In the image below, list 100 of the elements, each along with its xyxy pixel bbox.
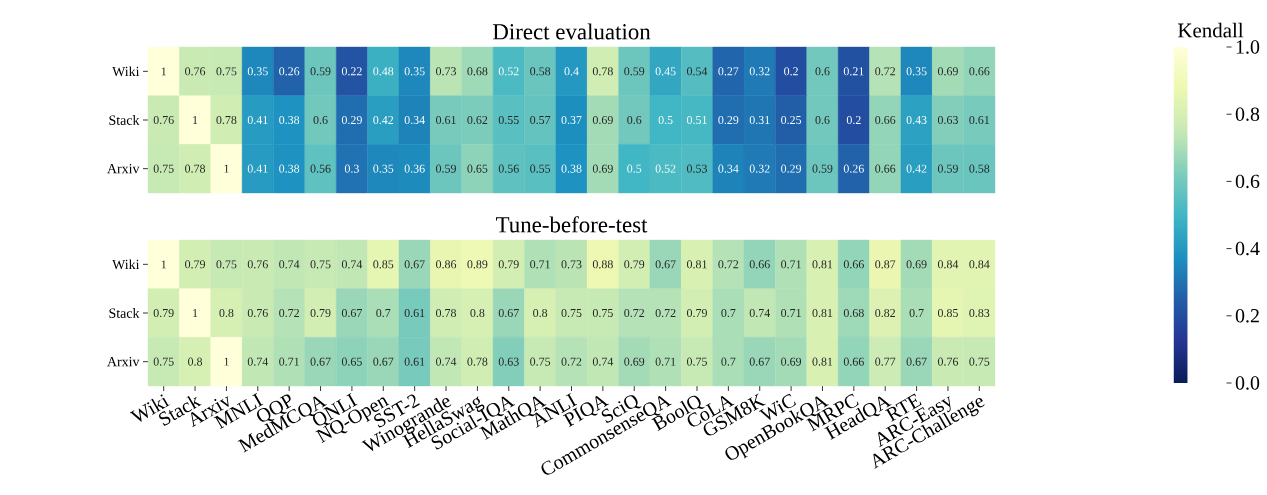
data-label: 0.76: [153, 115, 174, 125]
color-bar-label: 1.0: [1236, 40, 1260, 54]
data-label: 0.2: [846, 115, 861, 125]
data-label: 0.36: [404, 164, 425, 173]
data-label: 0.81: [812, 308, 833, 318]
data-label: 0.8: [470, 308, 485, 318]
data-label: 0.61: [404, 357, 425, 366]
data-label: 0.59: [624, 67, 645, 76]
data-label: 0.32: [749, 164, 770, 173]
data-label: 0.67: [404, 260, 425, 269]
data-label: 1: [224, 357, 229, 366]
data-label: 0.81: [686, 260, 707, 269]
data-label: 0.27: [718, 67, 739, 76]
data-label: 0.69: [592, 164, 613, 173]
data-label: 0.72: [561, 357, 582, 366]
data-label: 0.41: [247, 164, 268, 173]
data-label: 0.8: [219, 308, 234, 318]
data-label: 1: [193, 309, 198, 317]
data-label: 0.35: [373, 164, 394, 173]
data-label: 0.76: [247, 308, 268, 318]
data-label: 0.87: [875, 260, 896, 269]
data-label: 0.69: [592, 115, 613, 125]
data-label: 0.38: [279, 115, 300, 125]
data-label: 0.71: [530, 260, 550, 269]
data-label: 0.32: [749, 67, 770, 76]
data-label: 0.88: [592, 260, 613, 269]
data-label: 0.35: [404, 67, 425, 76]
data-label: 0.22: [341, 67, 362, 76]
data-label: 0.58: [969, 164, 990, 173]
data-label: 0.69: [906, 260, 927, 269]
data-label: 0.34: [404, 115, 425, 125]
data-label: 0.79: [686, 308, 707, 318]
data-label: 0.78: [185, 164, 206, 173]
data-label: 0.77: [875, 357, 896, 366]
data-label: 0.86: [436, 260, 457, 269]
data-label: 0.74: [247, 357, 269, 366]
data-label: 0.66: [749, 260, 770, 269]
data-label: 0.69: [781, 357, 802, 366]
data-label: 0.79: [498, 260, 519, 269]
data-label: 0.61: [969, 115, 990, 125]
data-label: 0.71: [781, 260, 801, 269]
data-label: 0.26: [843, 164, 864, 173]
data-label: 0.31: [749, 115, 770, 125]
data-label: 0.79: [185, 260, 206, 269]
data-label: 0.79: [624, 260, 645, 269]
data-label: 0.76: [185, 67, 206, 76]
data-label: 0.59: [812, 164, 833, 173]
color-bar-label: 0.0: [1235, 376, 1260, 390]
data-label: 0.37: [561, 115, 582, 125]
chart-title: Direct evaluation: [492, 23, 651, 40]
data-label: 0.71: [279, 357, 299, 366]
data-label: 0.4: [564, 67, 579, 76]
data-label: 0.54: [686, 67, 708, 76]
data-label: 0.8: [188, 357, 203, 366]
data-label: 0.72: [718, 260, 739, 269]
color-bar-title: Kendall: [1178, 22, 1244, 38]
data-label: 0.55: [530, 164, 551, 173]
data-label: 0.84: [969, 260, 990, 269]
data-label: 0.35: [247, 67, 268, 76]
data-label: 0.75: [153, 164, 174, 173]
data-label: 0.43: [906, 115, 927, 125]
data-label: 0.82: [875, 308, 896, 318]
data-label: 0.67: [655, 260, 676, 269]
data-label: 0.72: [624, 308, 645, 318]
data-label: 0.81: [812, 260, 833, 269]
data-label: 0.5: [658, 115, 673, 125]
data-label: 0.61: [436, 115, 456, 125]
data-label: 0.75: [153, 357, 174, 366]
data-label: 0.66: [969, 67, 990, 76]
data-label: 0.48: [373, 67, 394, 76]
data-label: 0.67: [310, 357, 331, 366]
data-label: 0.34: [718, 164, 739, 173]
data-label: 0.74: [749, 308, 771, 318]
data-label: 0.75: [686, 357, 707, 366]
data-label: 0.76: [937, 357, 959, 366]
data-label: 0.61: [404, 308, 425, 318]
data-label: 0.76: [247, 260, 268, 269]
data-label: 0.78: [216, 115, 237, 125]
data-label: 0.29: [781, 164, 802, 173]
color-bar-label: 0.6: [1235, 174, 1260, 189]
data-label: 0.63: [498, 357, 519, 366]
data-label: 1: [161, 67, 166, 76]
data-label: 0.66: [875, 164, 896, 173]
data-label: 0.67: [906, 357, 927, 366]
data-label: 0.42: [906, 164, 927, 173]
data-label: 0.78: [467, 357, 488, 366]
data-label: 0.38: [561, 164, 582, 173]
data-label: 0.68: [467, 67, 488, 76]
data-label: 1: [161, 260, 166, 269]
data-label: 0.79: [153, 308, 174, 318]
y-tick-label: Wiki: [112, 259, 140, 270]
data-label: 0.42: [373, 115, 394, 125]
data-label: 0.74: [436, 357, 457, 366]
data-label: 0.75: [561, 308, 582, 318]
data-label: 0.71: [655, 357, 676, 366]
data-label: 0.69: [937, 67, 958, 76]
data-label: 0.83: [969, 308, 990, 318]
data-label: 0.3: [344, 164, 359, 173]
data-label: 0.85: [373, 260, 394, 269]
data-label: 0.74: [279, 260, 300, 269]
